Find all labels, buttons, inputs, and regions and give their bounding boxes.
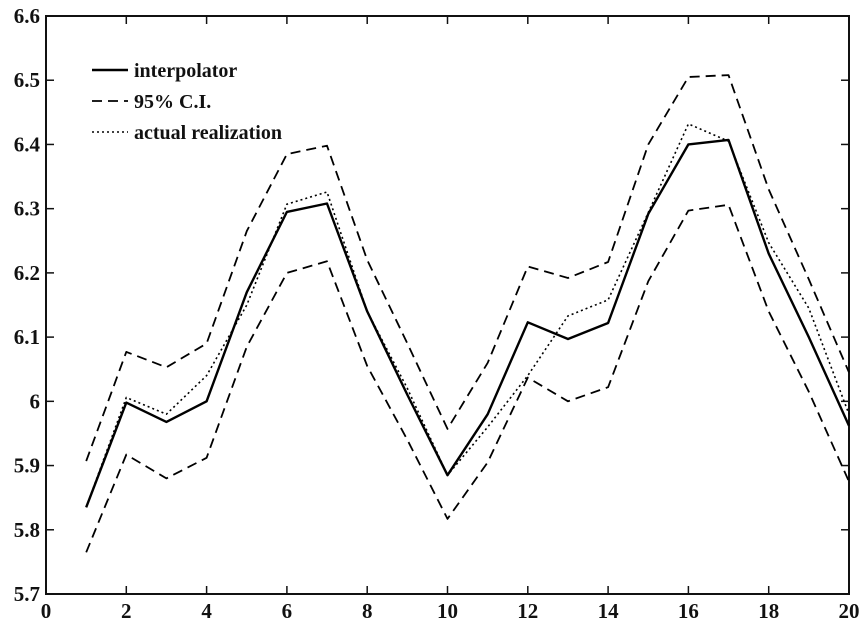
x-tick-label-1: 2 [121, 599, 132, 623]
x-tick-label-2: 4 [201, 599, 212, 623]
legend: interpolator 95% C.I. actual realization [92, 60, 282, 144]
x-tick-label-7: 14 [598, 599, 620, 623]
tick-marks [45, 15, 850, 595]
series-line-0 [85, 138, 851, 508]
legend-label-1: 95% C.I. [134, 91, 211, 113]
series-line-2 [85, 203, 850, 553]
legend-label-2: actual realization [134, 122, 282, 144]
x-tick-label-6: 12 [517, 599, 538, 623]
y-tick-label-4: 6.1 [14, 325, 40, 349]
series-lines [85, 74, 851, 553]
y-tick-labels: 5.7 5.8 5.9 6 6.1 6.2 6.3 6.4 6.5 6.6 [14, 4, 41, 606]
y-tick-label-7: 6.4 [14, 132, 41, 156]
x-tick-label-0: 0 [41, 599, 52, 623]
x-tick-label-3: 6 [282, 599, 293, 623]
x-tick-label-10: 20 [839, 599, 860, 623]
legend-label-0: interpolator [134, 60, 237, 82]
x-tick-label-5: 10 [437, 599, 458, 623]
x-tick-label-8: 16 [678, 599, 699, 623]
y-tick-label-8: 6.5 [14, 68, 40, 92]
y-tick-label-6: 6.3 [14, 197, 40, 221]
x-tick-label-9: 18 [758, 599, 779, 623]
series-line-3 [85, 123, 850, 508]
x-tick-label-4: 8 [362, 599, 373, 623]
x-tick-labels: 0 2 4 6 8 10 12 14 16 18 20 [41, 599, 860, 623]
y-tick-label-3: 6 [30, 389, 41, 413]
y-tick-label-5: 6.2 [14, 261, 40, 285]
y-tick-label-2: 5.9 [14, 454, 40, 478]
y-tick-label-9: 6.6 [14, 4, 40, 28]
series-line-1 [85, 74, 850, 462]
y-tick-label-1: 5.8 [14, 518, 40, 542]
y-tick-label-0: 5.7 [14, 582, 40, 606]
